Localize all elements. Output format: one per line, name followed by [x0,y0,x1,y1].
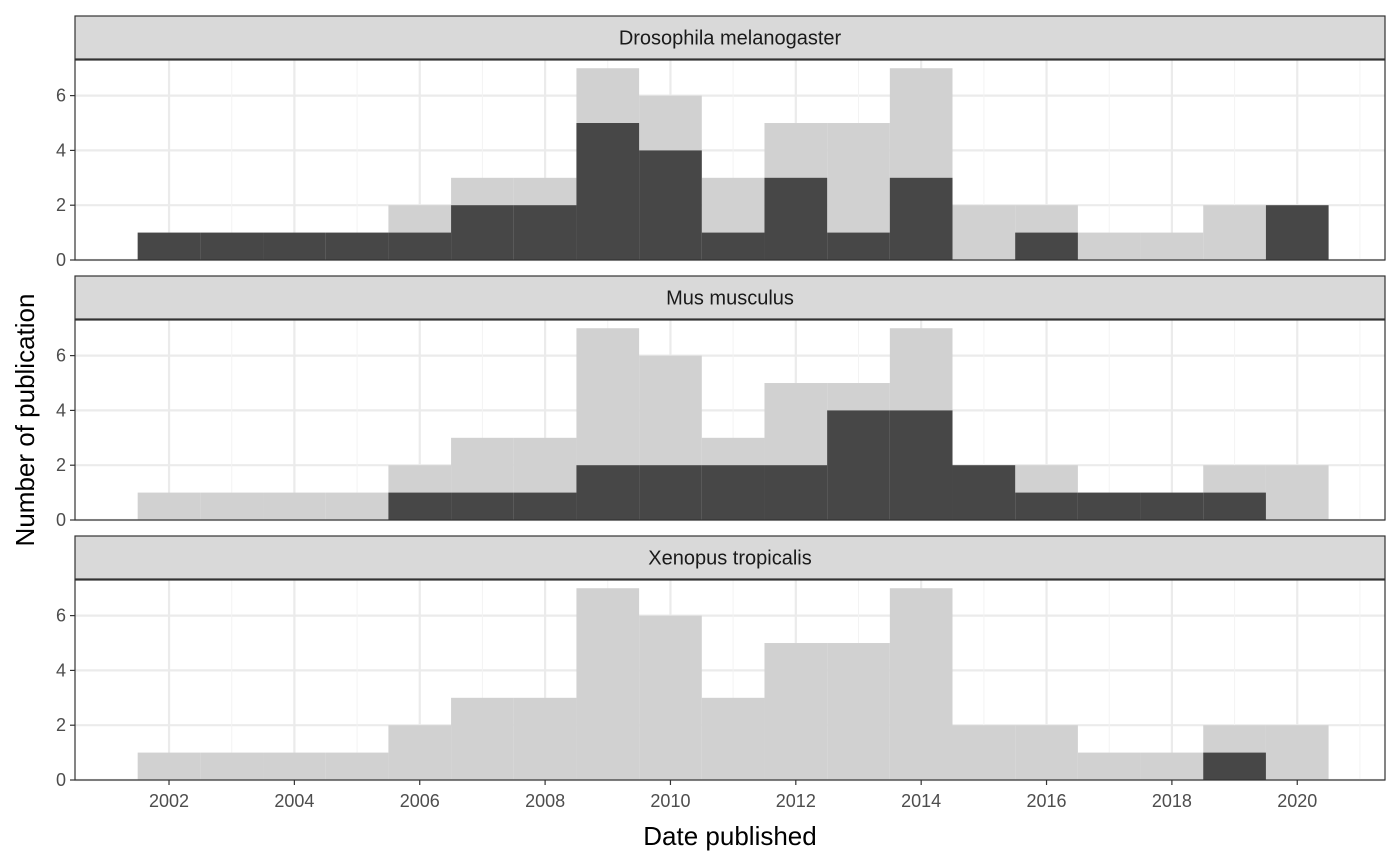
total-bar [952,205,1016,260]
panel-border [74,319,1386,521]
total-bar [388,725,452,780]
total-bar [263,752,326,780]
panel-2: Mus musculus 0 2 4 6 [56,275,1386,530]
total-bar [1265,725,1329,780]
species-bar [889,177,953,260]
panel-border [74,579,1386,781]
facet-strip [74,275,1386,320]
y-tick-label: 0 [56,770,66,790]
species-bar [952,465,1016,520]
total-bar [576,588,640,780]
species-bar [1015,232,1078,260]
species-bar [200,232,264,260]
species-bar [263,232,326,260]
total-bar [451,697,514,780]
species-bar [1203,752,1266,780]
panel-border [74,59,1386,261]
species-bar [701,465,765,520]
facet-strip-label: Xenopus tropicalis [648,548,811,570]
species-bar [1203,492,1266,520]
species-bar [827,232,890,260]
facet-strip-label: Drosophila melanogaster [619,28,842,50]
x-tick-label: 2008 [525,791,565,811]
y-tick-label: 2 [56,195,66,215]
species-bar [451,492,514,520]
total-bar [639,615,702,780]
total-bar [1015,725,1078,780]
x-tick-label: 2004 [274,791,314,811]
y-tick-label: 0 [56,250,66,270]
total-bar [137,492,201,520]
species-bar [764,177,828,260]
species-bar [388,232,452,260]
species-bar [764,465,828,520]
species-bar [513,492,577,520]
panels-layer: Drosophila melanogaster 0 2 4 6 Mus musculus 0… [56,15,1386,790]
panel-1: Drosophila melanogaster 0 2 4 6 [56,15,1386,270]
x-tick-label: 2016 [1027,791,1067,811]
species-bar [639,150,702,260]
total-bar [889,588,953,780]
species-bar [513,205,577,260]
y-tick-label: 4 [56,660,66,680]
y-tick-label: 2 [56,455,66,475]
facet-strip [74,535,1386,580]
species-bar [639,465,702,520]
total-bar [137,752,201,780]
facet-strip-label: Mus musculus [666,288,794,310]
species-bar [137,232,201,260]
y-tick-label: 2 [56,715,66,735]
gridlines [75,60,1385,262]
x-axis-title: Date published [643,821,816,851]
species-bar [576,465,640,520]
y-tick-label: 6 [56,606,66,626]
x-axis: 2002 2004 2006 2008 2010 2012 2014 2016 2018 2020 [149,780,1317,811]
total-bar [1203,205,1266,260]
total-bar [952,725,1016,780]
species-bar [1265,205,1329,260]
species-bar [827,410,890,520]
species-bar [1077,492,1141,520]
x-tick-label: 2010 [650,791,690,811]
y-tick-label: 4 [56,140,66,160]
x-tick-label: 2006 [400,791,440,811]
total-bar [1077,232,1141,260]
y-tick-label: 4 [56,400,66,420]
y-tick-label: 0 [56,510,66,530]
total-bar [827,643,890,780]
species-bar [325,232,389,260]
total-bar [1265,465,1329,520]
x-tick-label: 2020 [1277,791,1317,811]
species-bar [1015,492,1078,520]
y-tick-label: 6 [56,346,66,366]
total-bar [513,697,577,780]
species-bar [388,492,452,520]
total-bar [200,492,264,520]
panel-3: Xenopus tropicalis 0 2 4 6 [56,535,1386,790]
x-tick-label: 2012 [776,791,816,811]
species-bar [889,410,953,520]
total-bar [325,492,389,520]
total-bar [1140,752,1204,780]
x-tick-label: 2002 [149,791,189,811]
x-tick-label: 2018 [1152,791,1192,811]
total-bar [325,752,389,780]
species-bar [701,232,765,260]
species-bar [451,205,514,260]
x-tick-label: 2014 [901,791,941,811]
total-bar [1077,752,1141,780]
total-bar [200,752,264,780]
species-bar [576,123,640,260]
total-bar [701,697,765,780]
y-tick-label: 6 [56,86,66,106]
total-bar [764,643,828,780]
species-bar [1140,492,1204,520]
facet-strip [74,15,1386,60]
total-bar [263,492,326,520]
total-bar [1140,232,1204,260]
y-axis-title: Number of publication [10,294,40,547]
